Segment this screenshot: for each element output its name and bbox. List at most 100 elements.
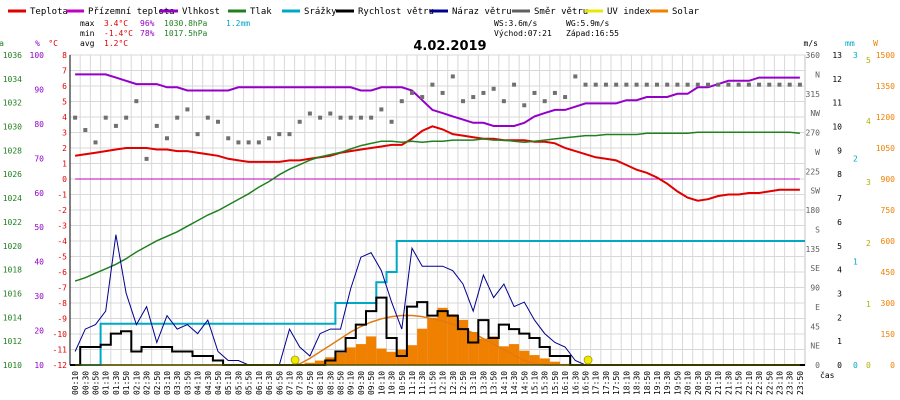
x-tick-label: 12:10 — [439, 371, 448, 395]
solar-axis-tick: 450 — [881, 268, 896, 277]
x-tick-label: 22:30 — [755, 371, 764, 395]
wind-direction-point — [471, 95, 476, 100]
temperature-axis-tick: 4 — [62, 113, 67, 122]
wind-direction-point — [277, 132, 282, 137]
wind-axis-tick: 11 — [832, 99, 842, 108]
legend-label: Tlak — [250, 7, 272, 17]
legend-label: Srážky — [304, 7, 337, 17]
direction-axis-tick: 90 — [810, 284, 820, 293]
x-tick-label: 09:30 — [357, 371, 366, 395]
x-tick-label: 11:50 — [428, 371, 437, 395]
solar-axis-tick: 1500 — [876, 51, 895, 60]
stats-hum: 78% — [140, 29, 155, 38]
wind-direction-point — [205, 115, 210, 120]
direction-axis-tick: W — [815, 148, 820, 157]
solar-bar — [529, 355, 540, 365]
wind-direction-point — [348, 115, 353, 120]
temperature-axis-tick: -9 — [57, 315, 67, 324]
temperature-axis-tick: 1 — [62, 160, 67, 169]
solar-axis-title: W — [873, 39, 878, 48]
x-tick-label: 09:10 — [347, 371, 356, 395]
legend-label: UV index — [607, 7, 651, 17]
x-tick-label: 02:30 — [143, 371, 152, 395]
wind-direction-point — [512, 82, 517, 87]
solar-bar — [478, 338, 489, 365]
pressure-axis-tick: 1010 — [3, 361, 22, 370]
x-tick-label: 17:30 — [602, 371, 611, 395]
x-tick-label: 05:10 — [224, 371, 233, 395]
x-tick-label: 18:30 — [633, 371, 642, 395]
wind-direction-point — [430, 82, 435, 87]
solar-bar — [468, 332, 479, 365]
x-tick-label: 21:50 — [735, 371, 744, 395]
wind-axis-tick: 13 — [832, 51, 842, 60]
stats-sunrise: Východ:07:21 — [494, 29, 552, 38]
pressure-axis-tick: 1030 — [3, 123, 22, 132]
direction-axis-tick: 180 — [806, 206, 821, 215]
stats-temp: 1.2°C — [104, 39, 128, 48]
stats-panel: max 3.4°C 96% 1030.8hPa 1.2mm min -1.4°C 78% 101… — [80, 19, 619, 48]
wind-direction-point — [389, 119, 394, 124]
pressure-axis-tick: 1026 — [3, 170, 22, 179]
direction-axis-tick: 45 — [810, 322, 820, 331]
direction-axis-tick: E — [815, 303, 820, 312]
humidity-axis-tick: 90 — [34, 85, 44, 94]
legend-label: Teplota — [30, 7, 68, 17]
humidity-axis-tick: 50 — [34, 223, 44, 232]
wind-direction-point — [522, 103, 527, 108]
direction-axis-tick: SE — [810, 264, 820, 273]
x-tick-label: 00:10 — [71, 371, 80, 395]
wind-direction-point — [409, 90, 414, 95]
temperature-axis-tick: 0 — [62, 175, 67, 184]
wind-direction-point — [501, 99, 506, 104]
pressure-axis-tick: 1024 — [3, 194, 22, 203]
x-tick-label: 02:10 — [132, 371, 141, 395]
direction-axis-tick: 360 — [806, 51, 821, 60]
temperature-axis-tick: 7 — [62, 67, 67, 76]
direction-axis-tick: 315 — [806, 90, 821, 99]
x-tick-label: 17:10 — [592, 371, 601, 395]
solar-bar — [417, 328, 428, 365]
temperature-axis-tick: -1 — [57, 191, 67, 200]
x-tick-label: 06:30 — [265, 371, 274, 395]
temperature-axis-tick: -4 — [57, 237, 67, 246]
humidity-axis-tick: 70 — [34, 154, 44, 163]
x-tick-label: 19:10 — [653, 371, 662, 395]
wind-direction-point — [369, 115, 374, 120]
x-tick-label: 22:50 — [765, 371, 774, 395]
legend-label: Přízemní teplota — [88, 7, 175, 17]
rain-axis-tick: 3 — [853, 51, 858, 60]
temperature-axis-tick: 5 — [62, 98, 67, 107]
wind-direction-point — [144, 156, 149, 161]
wind-direction-point — [746, 82, 751, 87]
solar-axis-tick: 900 — [881, 175, 896, 184]
solar-bar — [345, 347, 356, 365]
wind-axis-tick: 2 — [837, 313, 842, 322]
x-tick-label: 18:50 — [643, 371, 652, 395]
x-tick-label: 13:50 — [490, 371, 499, 395]
x-tick-label: 07:10 — [285, 371, 294, 395]
solar-bar — [335, 352, 346, 365]
x-tick-label: 12:50 — [459, 371, 468, 395]
wind-direction-point — [124, 115, 129, 120]
uv-axis-tick: 2 — [866, 239, 871, 248]
solar-bar — [355, 344, 367, 365]
x-tick-label: 08:10 — [316, 371, 325, 395]
x-tick-label: 03:10 — [163, 371, 172, 395]
pressure-axis-tick: 1036 — [3, 51, 22, 60]
solar-axis-tick: 150 — [881, 330, 896, 339]
wind-direction-point — [236, 140, 241, 145]
x-tick-label: 15:50 — [551, 371, 560, 395]
sunrise-marker — [290, 355, 300, 365]
x-tick-label: 20:50 — [704, 371, 713, 395]
x-tick-label: 20:10 — [684, 371, 693, 395]
wind-direction-point — [358, 115, 363, 120]
solar-bar — [437, 307, 448, 365]
wind-direction-point — [399, 99, 404, 104]
temperature-axis-tick: 3 — [62, 129, 67, 138]
wind-direction-point — [614, 82, 619, 87]
stats-press: 1030.8hPa — [164, 19, 208, 28]
wind-axis-title: m/s — [804, 39, 819, 48]
stats-row-label: max — [80, 19, 95, 28]
wind-direction-point — [563, 95, 568, 100]
